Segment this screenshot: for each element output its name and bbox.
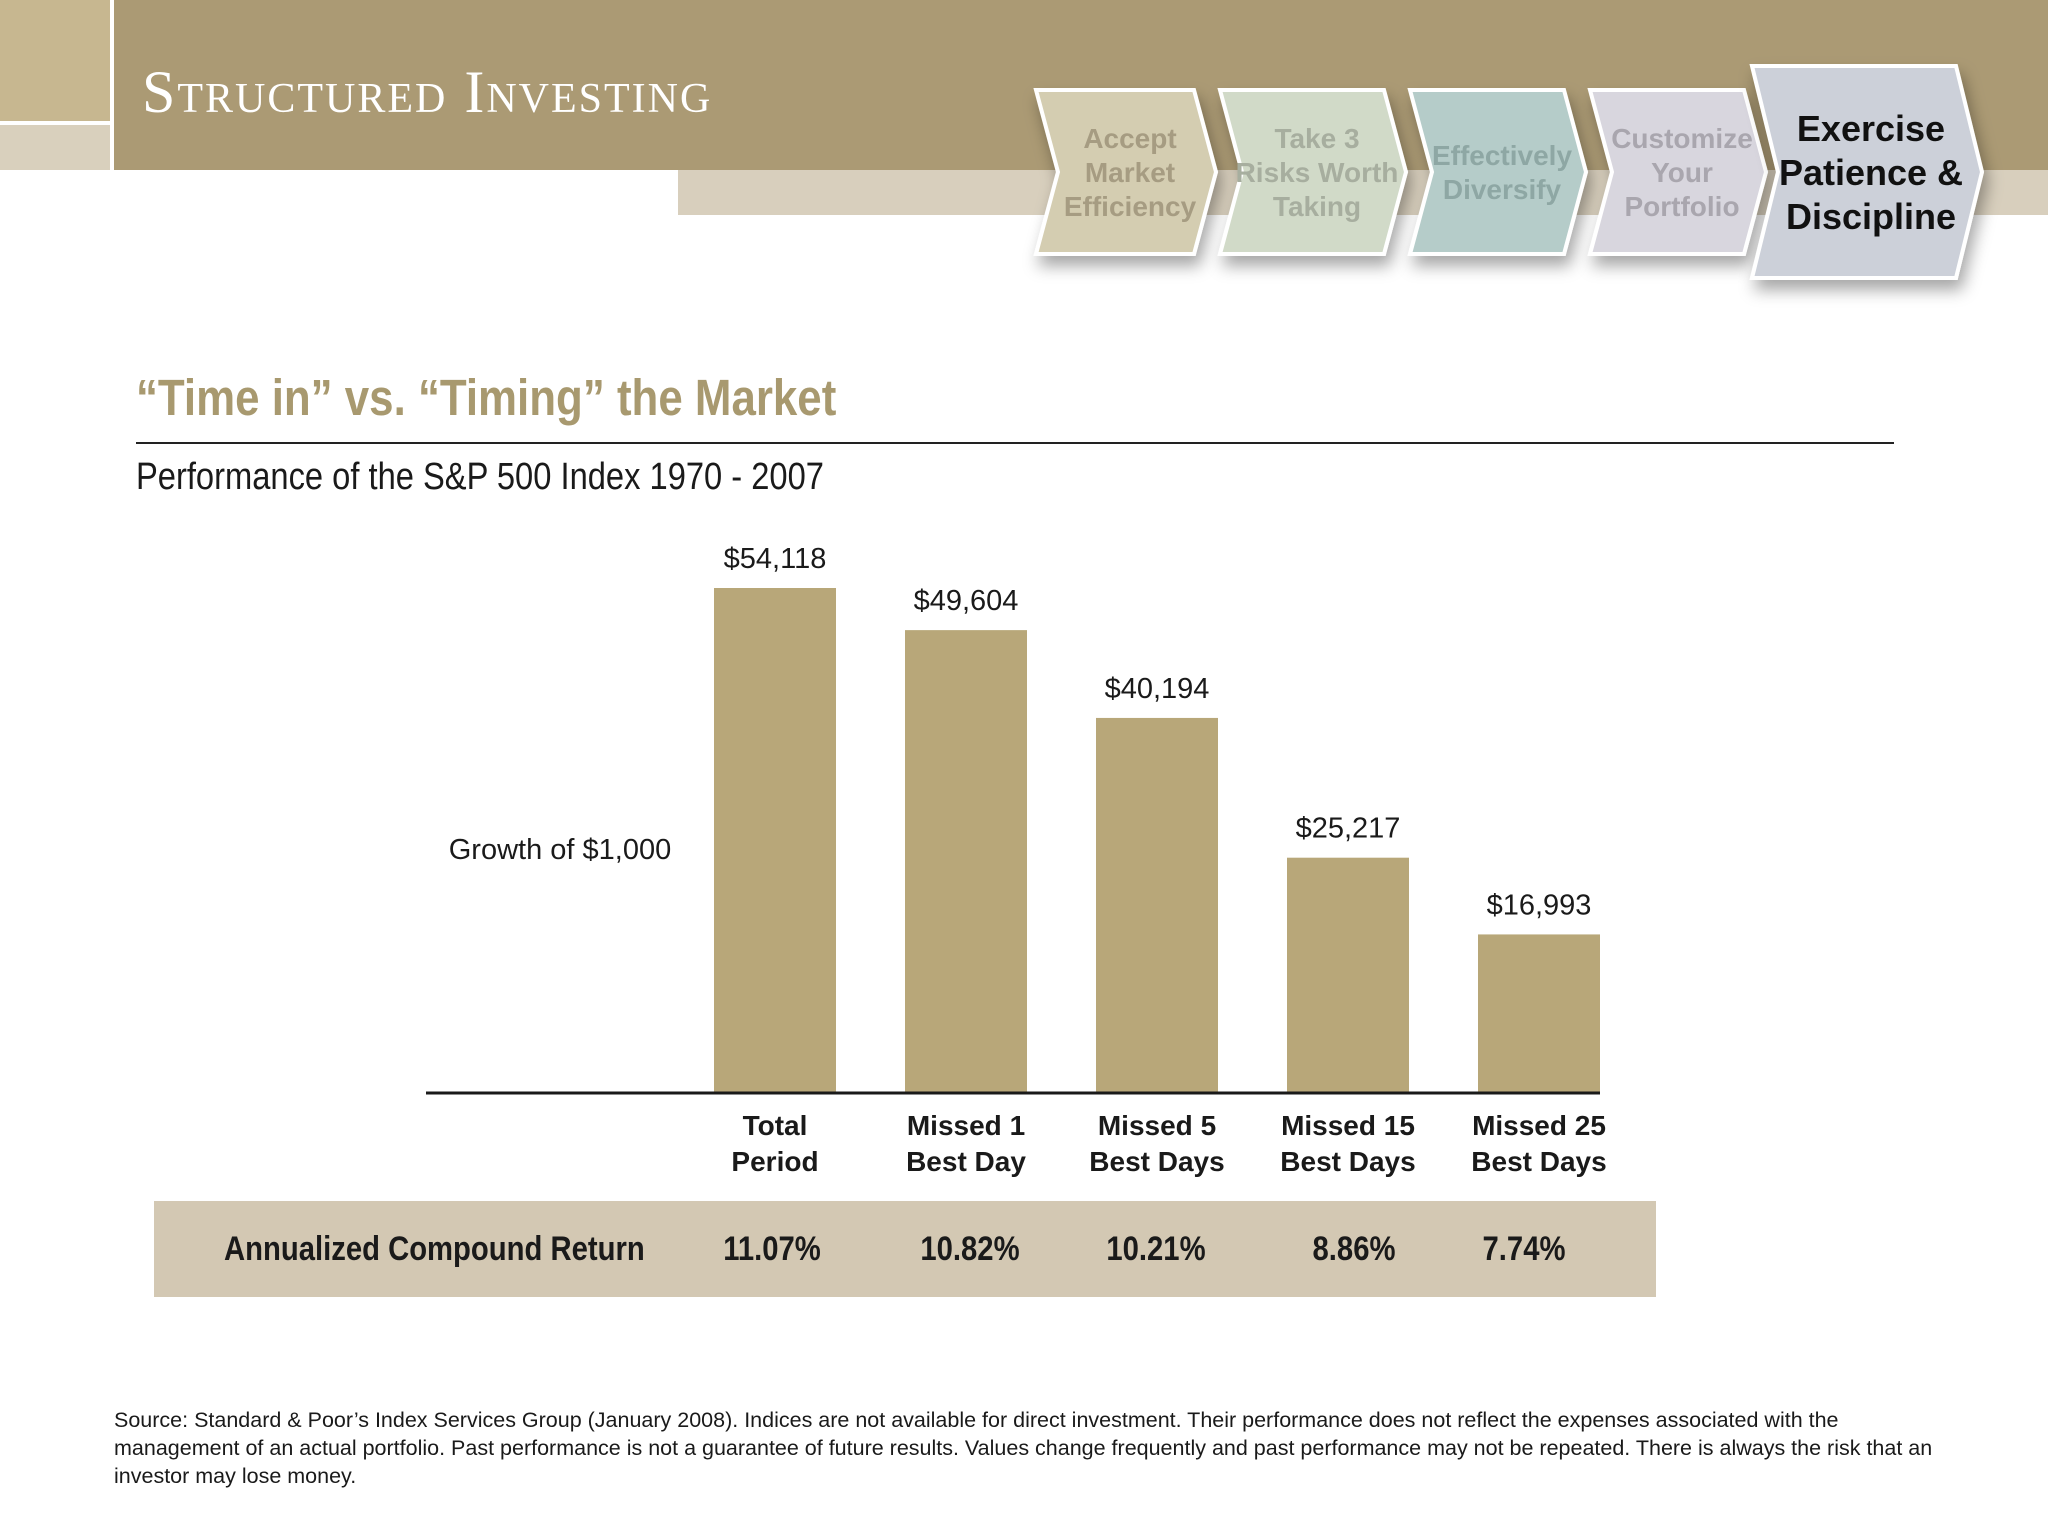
category-label-line: Missed 15 [1281,1110,1415,1141]
bar-value-label: $40,194 [1105,673,1210,705]
process-step-label: Efficiency [1064,191,1197,222]
process-step-label: Discipline [1786,196,1956,237]
returns-band [154,1201,1656,1297]
slide-subtitle: Performance of the S&P 500 Index 1970 - … [136,456,824,498]
source-note: Source: Standard & Poor’s Index Services… [114,1408,1933,1488]
process-step-chevron [1587,88,1769,256]
bar-value-label: $25,217 [1296,813,1401,845]
category-label-line: Best Days [1280,1146,1416,1177]
category-label: Missed 15 Best Days [1258,1108,1438,1180]
slide-title: “Time in” vs. “Timing” the Market [136,369,837,426]
bar-value-label: $49,604 [914,585,1019,617]
return-value: 7.74% [1482,1230,1566,1268]
process-step-label: Customize [1611,123,1753,154]
returns-label: Annualized Compound Return [224,1230,645,1268]
process-step-label: Effectively [1432,140,1572,171]
process-step-label: Market [1085,157,1175,188]
header-corner-block-light [0,124,110,170]
return-value: 11.07% [723,1230,821,1268]
header-divider [110,0,114,170]
process-step-label: Accept [1083,123,1176,154]
process-step-chevron [1749,64,1985,280]
title-rule [136,442,1894,444]
category-label-line: Missed 5 [1097,1110,1217,1141]
return-value: 10.82% [920,1230,1020,1268]
category-label-line: Missed 25 [1472,1110,1606,1141]
brand-title: Structured Investing [142,59,713,125]
category-label-line: Best Days [1089,1146,1225,1177]
category-label-line: Period [731,1146,819,1177]
category-label-line: Total [742,1110,808,1141]
bar-5 [1478,934,1600,1093]
category-label: Missed 25 Best Days [1449,1108,1629,1180]
process-step-label: Your [1651,157,1713,188]
category-label-line: Best Days [1471,1146,1607,1177]
category-label: Missed 1 Best Day [876,1108,1056,1180]
process-step-label: Taking [1273,191,1361,222]
y-axis-label: Growth of $1,000 [448,834,672,866]
category-label: Total Period [685,1108,865,1180]
process-step-label: Patience & [1779,152,1963,193]
process-step-label: Portfolio [1624,191,1739,222]
process-step-chevron [1407,88,1589,256]
process-step-label: Diversify [1443,174,1562,205]
bar-value-label: $54,118 [724,543,827,575]
return-value: 10.21% [1106,1230,1206,1268]
category-label: Missed 5 Best Days [1067,1108,1247,1180]
category-label-line: Best Day [906,1146,1026,1177]
bar-3 [1096,717,1218,1093]
process-step-label: Risks Worth [1236,157,1399,188]
bar-value-label: $16,993 [1487,889,1592,921]
bar-2 [905,630,1027,1093]
process-step-label: Take 3 [1274,123,1359,154]
header-corner-block [0,0,110,122]
process-step-chevron [1033,88,1219,256]
header-divider-horizontal [0,121,112,125]
process-step-chevron [1217,88,1409,256]
bar-4 [1287,857,1409,1093]
return-value: 8.86% [1312,1230,1396,1268]
bar-1 [714,588,836,1093]
process-step-label: Exercise [1797,108,1945,149]
category-label-line: Missed 1 [906,1110,1026,1141]
